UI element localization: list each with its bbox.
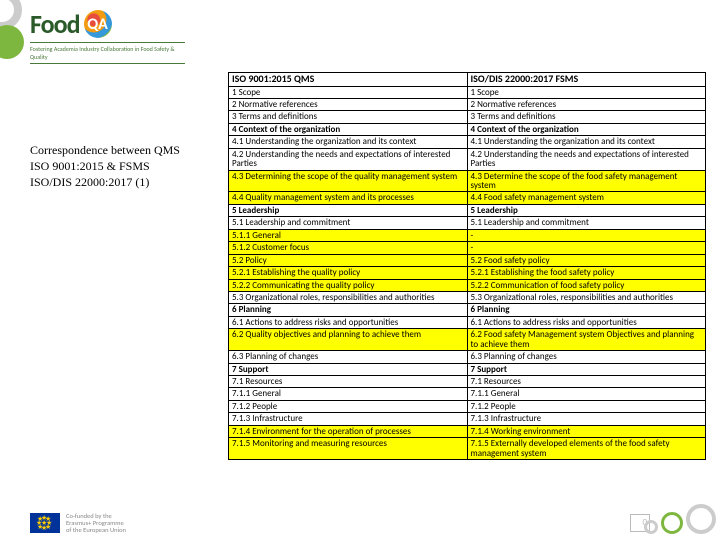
cell-right: - (467, 242, 706, 254)
table-row: 5.1.2 Customer focus- (229, 242, 706, 254)
cell-left: 5.3 Organizational roles, responsibiliti… (229, 291, 468, 303)
cell-left: 5.2 Policy (229, 254, 468, 266)
cell-left: 6.3 Planning of changes (229, 351, 468, 363)
cell-right: 4.3 Determine the scope of the food safe… (467, 170, 706, 192)
table-row: 6.1 Actions to address risks and opportu… (229, 316, 706, 328)
table-row: 5.1.1 General- (229, 229, 706, 241)
table-row: 4.3 Determining the scope of the quality… (229, 170, 706, 192)
table-row: 5.2.2 Communicating the quality policy5.… (229, 279, 706, 291)
cell-left: 6.1 Actions to address risks and opportu… (229, 316, 468, 328)
cell-left: 6.2 Quality objectives and planning to a… (229, 329, 468, 351)
cell-left: 7.1.3 Infrastructure (229, 413, 468, 425)
cell-right: 7 Support (467, 363, 706, 375)
cell-right: 7.1.1 General (467, 388, 706, 400)
cell-right: 5.2.2 Communication of food safety polic… (467, 279, 706, 291)
cell-right: 2 Normative references (467, 98, 706, 110)
cell-right: 4.2 Understanding the needs and expectat… (467, 148, 706, 170)
cell-right: 5.3 Organizational roles, responsibiliti… (467, 291, 706, 303)
cell-left: 6 Planning (229, 304, 468, 316)
slide-title: Correspondence between QMS ISO 9001:2015… (30, 72, 220, 460)
table-row: 7.1.1 General7.1.1 General (229, 388, 706, 400)
header-right: ISO/DIS 22000:2017 FSMS (467, 73, 706, 87)
table-row: 7.1.3 Infrastructure7.1.3 Infrastructure (229, 413, 706, 425)
cell-right: 4 Context of the organization (467, 123, 706, 135)
cell-left: 4.2 Understanding the needs and expectat… (229, 148, 468, 170)
logo-brand-text: Food (30, 8, 80, 40)
cell-right: 4.1 Understanding the organization and i… (467, 136, 706, 148)
cell-right: 3 Terms and definitions (467, 111, 706, 123)
cell-left: 4 Context of the organization (229, 123, 468, 135)
title-line-3: ISO/DIS 22000:2017 (1) (30, 174, 220, 190)
table-row: 7.1.2 People7.1.2 People (229, 400, 706, 412)
cell-left: 5.1.1 General (229, 229, 468, 241)
cell-right: 7.1.5 Externally developed elements of t… (467, 438, 706, 460)
cell-right: 1 Scope (467, 86, 706, 98)
table-row: 5.2.1 Establishing the quality policy5.2… (229, 267, 706, 279)
cell-right: 5.2.1 Establishing the food safety polic… (467, 267, 706, 279)
cell-left: 4.4 Quality management system and its pr… (229, 192, 468, 204)
cell-right: - (467, 229, 706, 241)
table-row: 5 Leadership5 Leadership (229, 204, 706, 216)
cell-left: 5.1.2 Customer focus (229, 242, 468, 254)
header: Food QA Fostering Academia Industry Coll… (0, 0, 720, 68)
cell-left: 7.1.2 People (229, 400, 468, 412)
cell-left: 5.1 Leadership and commitment (229, 217, 468, 229)
table-row: 6.3 Planning of changes6.3 Planning of c… (229, 351, 706, 363)
cell-left: 7.1.1 General (229, 388, 468, 400)
title-line-2: ISO 9001:2015 & FSMS (30, 158, 220, 174)
cell-left: 2 Normative references (229, 98, 468, 110)
decorative-circles-right (644, 504, 716, 534)
table-row: 5.1 Leadership and commitment5.1 Leaders… (229, 217, 706, 229)
cell-left: 3 Terms and definitions (229, 111, 468, 123)
cell-right: 5.1 Leadership and commitment (467, 217, 706, 229)
cell-right: 6.1 Actions to address risks and opportu… (467, 316, 706, 328)
table-row: 7 Support7 Support (229, 363, 706, 375)
table-row: 6 Planning6 Planning (229, 304, 706, 316)
cell-right: 5 Leadership (467, 204, 706, 216)
table-row: 5.2 Policy5.2 Food safety policy (229, 254, 706, 266)
cell-right: 4.4 Food safety management system (467, 192, 706, 204)
table-row: 7.1.5 Monitoring and measuring resources… (229, 438, 706, 460)
cell-left: 5.2.1 Establishing the quality policy (229, 267, 468, 279)
correspondence-table: ISO 9001:2015 QMS ISO/DIS 22000:2017 FSM… (228, 72, 706, 460)
table-row: 4.4 Quality management system and its pr… (229, 192, 706, 204)
cell-left: 7.1.4 Environment for the operation of p… (229, 425, 468, 437)
cell-right: 7.1 Resources (467, 376, 706, 388)
cell-left: 7 Support (229, 363, 468, 375)
logo: Food QA Fostering Academia Industry Coll… (30, 8, 185, 64)
cell-left: 4.3 Determining the scope of the quality… (229, 170, 468, 192)
table-row: 7.1.4 Environment for the operation of p… (229, 425, 706, 437)
table-header-row: ISO 9001:2015 QMS ISO/DIS 22000:2017 FSM… (229, 73, 706, 87)
cell-right: 7.1.3 Infrastructure (467, 413, 706, 425)
cell-right: 6.3 Planning of changes (467, 351, 706, 363)
logo-qa-badge: QA (84, 10, 112, 38)
cell-right: 5.2 Food safety policy (467, 254, 706, 266)
table-row: 4 Context of the organization4 Context o… (229, 123, 706, 135)
cell-right: 6.2 Food safety Management system Object… (467, 329, 706, 351)
cell-left: 4.1 Understanding the organization and i… (229, 136, 468, 148)
cell-left: 5.2.2 Communicating the quality policy (229, 279, 468, 291)
cell-right: 7.1.4 Working environment (467, 425, 706, 437)
table-row: 4.2 Understanding the needs and expectat… (229, 148, 706, 170)
decorative-circles-left (0, 0, 25, 65)
eu-flag-icon (30, 513, 60, 533)
cell-left: 7.1 Resources (229, 376, 468, 388)
cell-left: 5 Leadership (229, 204, 468, 216)
table-row: 2 Normative references2 Normative refere… (229, 98, 706, 110)
eu-funding-text: Co-funded by the Erasmus+ Programme of t… (66, 513, 126, 534)
table-row: 4.1 Understanding the organization and i… (229, 136, 706, 148)
logo-tagline: Fostering Academia Industry Collaboratio… (30, 42, 185, 64)
table-row: 1 Scope1 Scope (229, 86, 706, 98)
header-left: ISO 9001:2015 QMS (229, 73, 468, 87)
table-row: 3 Terms and definitions3 Terms and defin… (229, 111, 706, 123)
cell-right: 6 Planning (467, 304, 706, 316)
table-row: 6.2 Quality objectives and planning to a… (229, 329, 706, 351)
table-row: 5.3 Organizational roles, responsibiliti… (229, 291, 706, 303)
table-row: 7.1 Resources7.1 Resources (229, 376, 706, 388)
title-line-1: Correspondence between QMS (30, 142, 220, 158)
cell-right: 7.1.2 People (467, 400, 706, 412)
cell-left: 7.1.5 Monitoring and measuring resources (229, 438, 468, 460)
cell-left: 1 Scope (229, 86, 468, 98)
footer: Co-funded by the Erasmus+ Programme of t… (30, 513, 126, 534)
